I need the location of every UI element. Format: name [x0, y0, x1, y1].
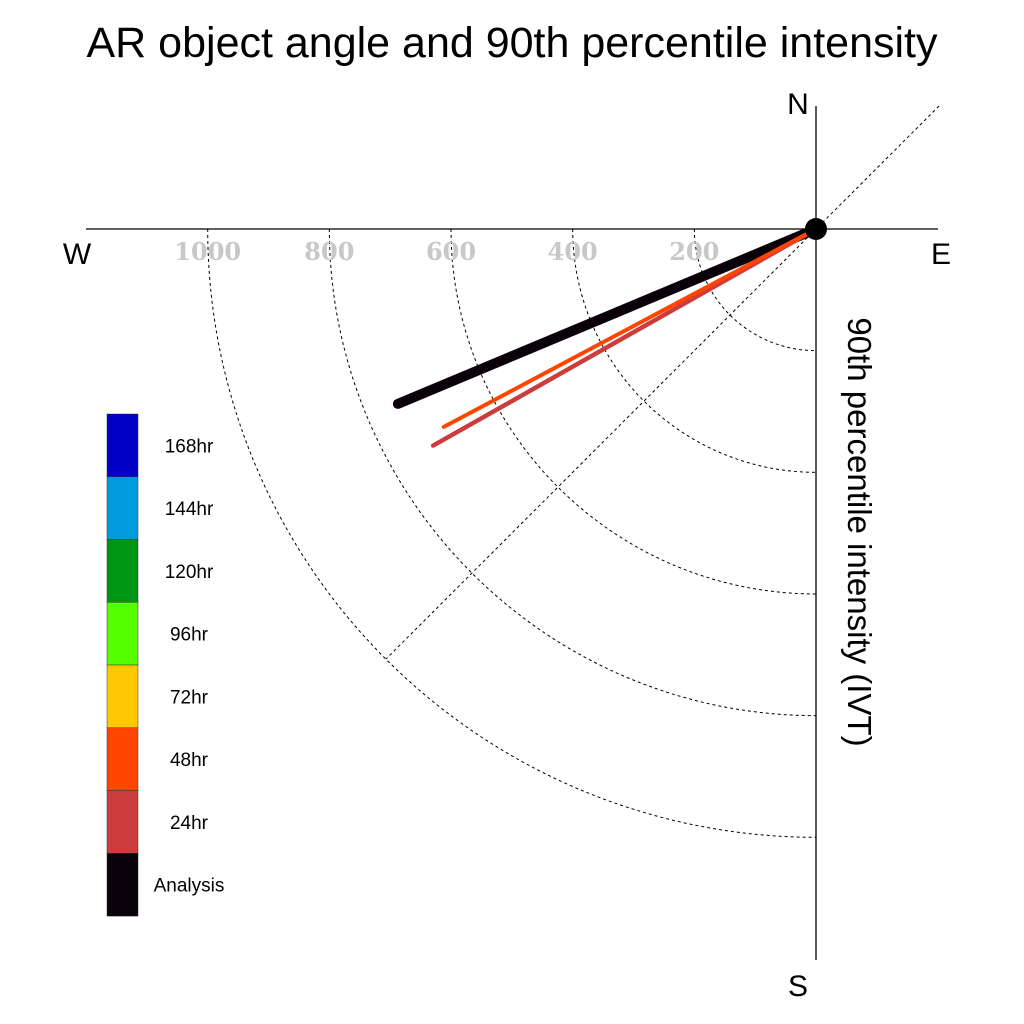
legend: 168hr 144hr 120hr 96hr 72hr 48hr 24hr Analysis — [106, 413, 225, 917]
legend-label: 144hr — [165, 499, 214, 520]
legend-swatch — [106, 727, 139, 791]
radial-tick-labels: 200 400 600 800 1000 — [174, 237, 719, 266]
grid-arc — [450, 228, 817, 595]
grid-arc — [572, 228, 817, 473]
compass-west-label: W — [63, 238, 92, 271]
legend-label: 48hr — [170, 750, 209, 771]
series-line-analysis — [392, 224, 821, 409]
legend-swatch — [106, 602, 139, 666]
compass-axes — [86, 106, 938, 960]
grid-arc — [207, 228, 817, 838]
legend-label: 96hr — [170, 625, 209, 646]
legend-swatch — [106, 853, 139, 917]
grid-arc — [328, 228, 817, 717]
y-axis-label: 90th percentile intensity (IVT) — [841, 317, 878, 746]
legend-swatch — [106, 476, 139, 540]
radial-tick-label: 1000 — [174, 237, 241, 266]
legend-swatch — [106, 539, 139, 603]
compass-south-label: S — [788, 970, 808, 1003]
compass-east-label: E — [931, 238, 951, 271]
legend-swatch — [106, 413, 139, 478]
radial-tick-label: 200 — [669, 237, 719, 266]
grid-arc — [693, 228, 817, 352]
origin-marker — [805, 218, 827, 240]
series-lines — [392, 224, 821, 448]
legend-label: Analysis — [154, 876, 225, 897]
legend-label: 120hr — [165, 562, 214, 583]
legend-label: 168hr — [165, 436, 214, 457]
polar-grid — [207, 105, 940, 838]
radial-tick-label: 800 — [304, 237, 354, 266]
chart-title: AR object angle and 90th percentile inte… — [87, 19, 938, 67]
series-line-48hr — [441, 227, 818, 429]
radial-tick-label: 600 — [426, 237, 476, 266]
legend-swatch — [106, 664, 139, 729]
grid-diagonal — [385, 105, 940, 660]
legend-label: 24hr — [170, 813, 209, 834]
legend-label: 72hr — [170, 687, 209, 708]
compass-north-label: N — [787, 88, 809, 121]
legend-swatch — [106, 790, 139, 854]
radial-tick-label: 400 — [548, 237, 598, 266]
